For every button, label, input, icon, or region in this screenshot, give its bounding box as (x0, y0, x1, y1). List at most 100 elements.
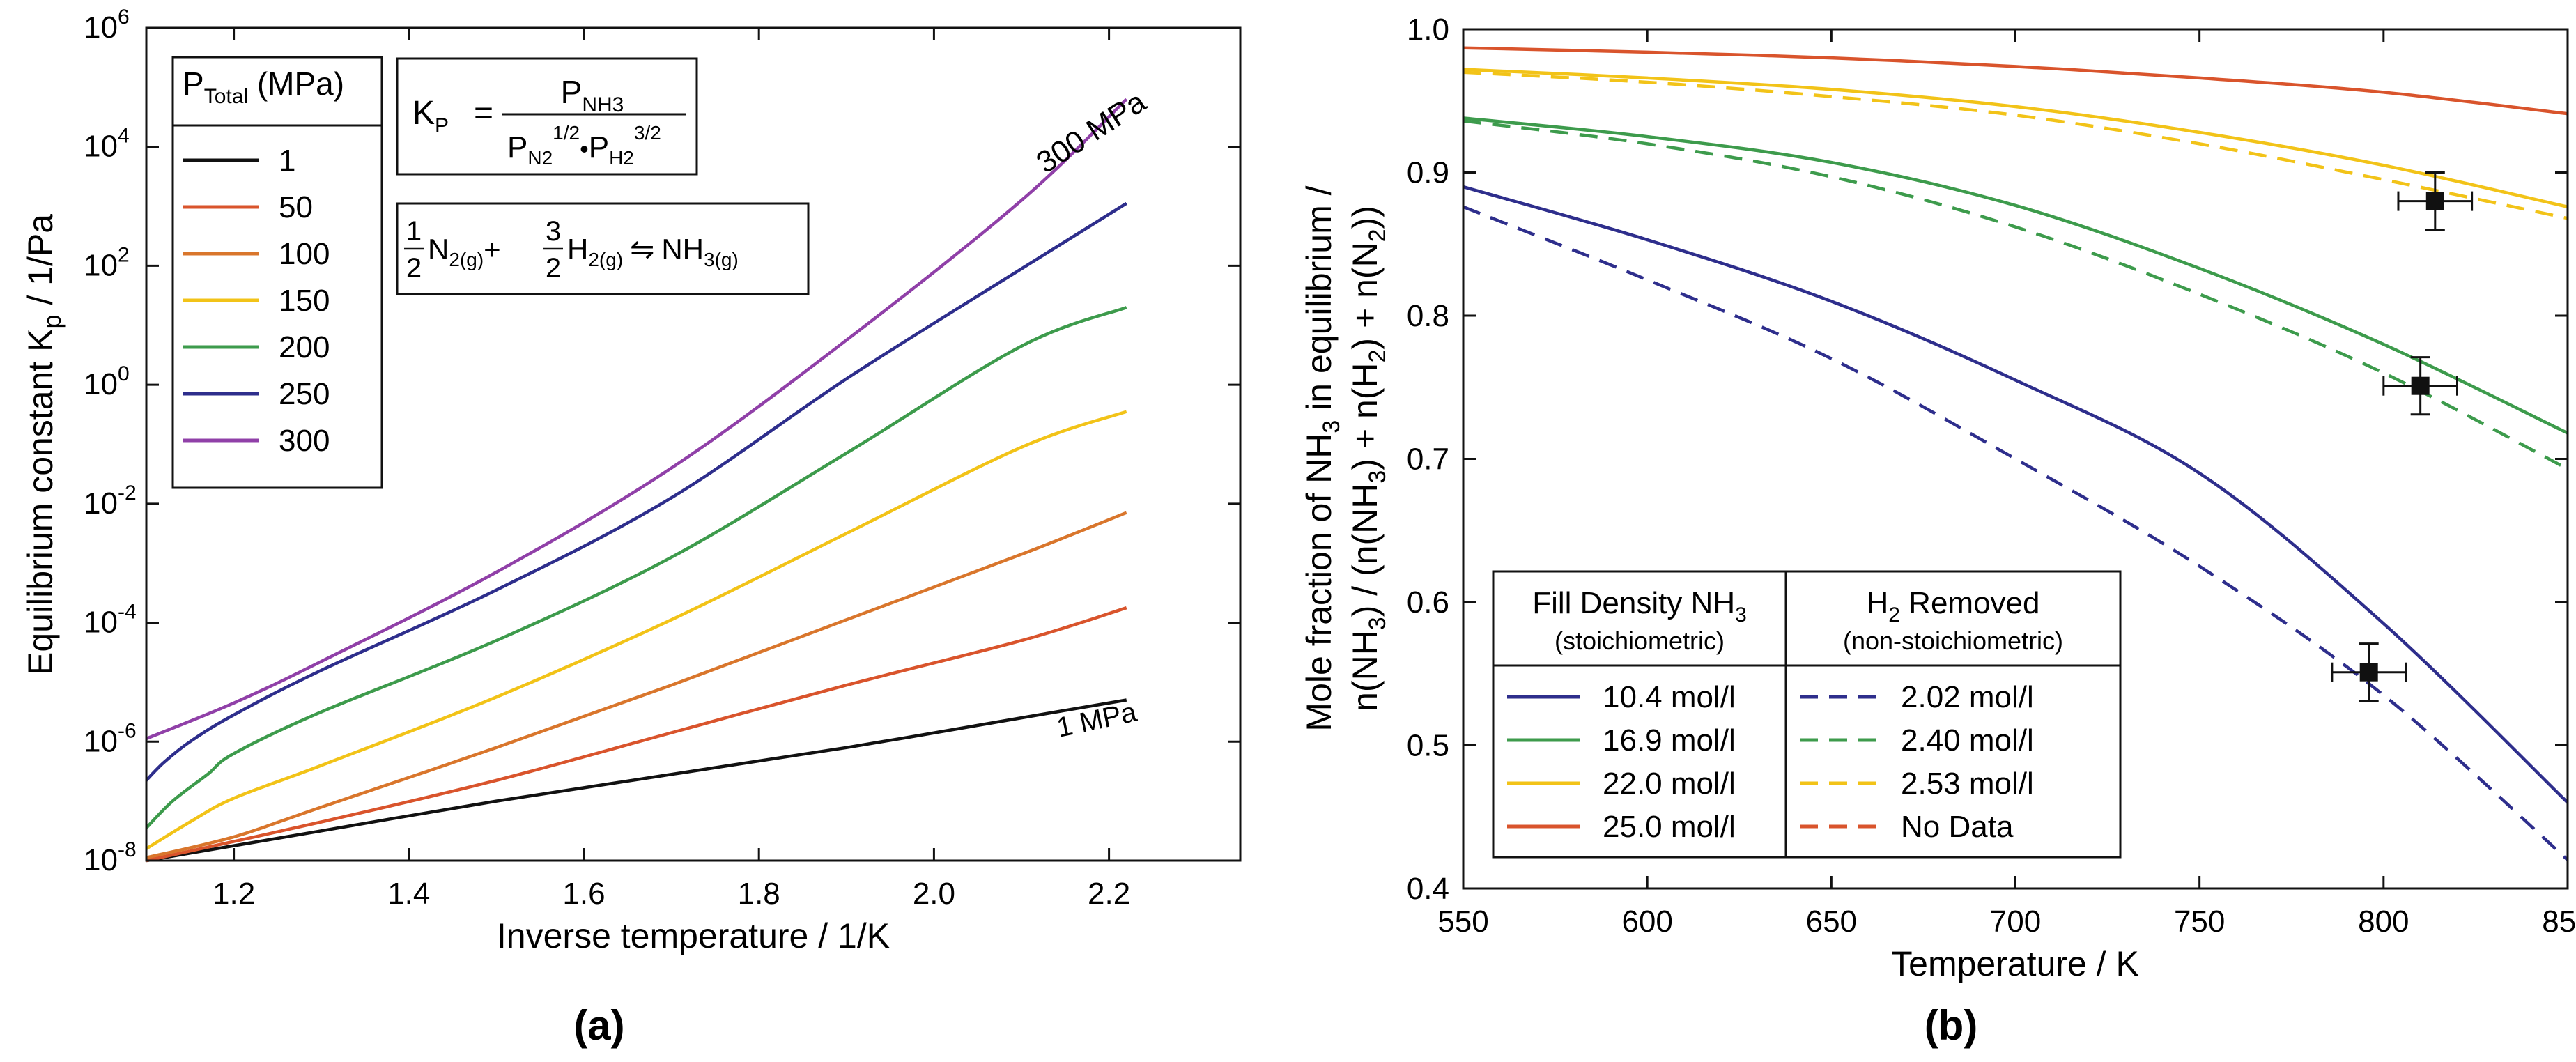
panel-b-y-axis-label-line2: n(NH3) / (n(NH3) + n(H2) + n(N2)) (1345, 206, 1391, 711)
reaction-equation: 1 2 N2(g)+ 3 2 H2(g) ⇋ NH3(g) (396, 202, 810, 295)
measurement-point (2397, 171, 2474, 231)
reaction-coef1-num: 1 (406, 216, 422, 247)
y-tick-label: 10-8 (84, 838, 137, 877)
y-tick-label: 102 (84, 243, 130, 282)
x-tick-label: 600 (1621, 905, 1672, 939)
legend-label-200: 200 (279, 330, 330, 364)
legend-label-150: 150 (279, 284, 330, 318)
reaction-coef1-den: 2 (406, 253, 422, 284)
y-tick-label: 104 (84, 125, 130, 164)
panel-b-legend-col1-title: Fill Density NH3 (1532, 586, 1747, 626)
y-tick-label: 10-6 (84, 719, 137, 758)
panel-a-x-ticks: 1.2 1.4 1.6 1.8 2.0 2.2 (213, 28, 1130, 911)
legend-label-1: 1 (279, 144, 295, 178)
legend-label-non-stoichiometric: 2.40 mol/l (1901, 723, 2034, 757)
kp-equation: KP = PNH3 PN21/2•PH23/2 (396, 57, 698, 176)
series-line-1-mpa (146, 698, 1127, 863)
y-tick-label: 10-2 (84, 482, 137, 521)
x-tick-label: 650 (1806, 905, 1857, 939)
series-line-2-53-mol-l-dashed (1463, 70, 2568, 220)
x-tick-label: 1.6 (562, 877, 605, 911)
panel-a-curves (145, 98, 1128, 863)
y-tick-label: 0.9 (1407, 156, 1449, 190)
panel-b-x-ticks: 550 600 650 700 750 800 850 (1437, 29, 2576, 939)
measurement-marker (2411, 376, 2430, 395)
kp-equals: = (474, 95, 493, 132)
series-line-200-mpa (145, 306, 1127, 829)
measurement-marker (2359, 663, 2378, 682)
legend-label-non-stoichiometric: No Data (1901, 810, 2014, 844)
panel-b-y-ticks: 0.4 0.5 0.6 0.7 0.8 0.9 1.0 (1407, 13, 2568, 906)
series-line-16-9-mol-l-solid (1463, 116, 2568, 435)
measurement-point (2331, 642, 2407, 702)
measurement-point (2382, 356, 2458, 416)
panel-b: 550 600 650 700 750 800 850 0.4 0.5 0.6 0.7 0.8 0.9… (1299, 13, 2576, 1049)
panel-b-legend-col2-title: H2 Removed (1866, 586, 2039, 626)
series-line-10-4-mol-l-solid (1463, 185, 2569, 804)
panel-b-legend-col2-subtitle: (non-stoichiometric) (1843, 626, 2063, 655)
x-tick-label: 850 (2542, 905, 2576, 939)
x-tick-label: 1.4 (387, 877, 430, 911)
panel-b-legend-entries: 10.4 mol/l 16.9 mol/l 22.0 mol/l 25.0 mol/l… (1507, 680, 2034, 844)
reaction-coef2-den: 2 (546, 253, 561, 284)
x-tick-label: 700 (1990, 905, 2041, 939)
panel-a-y-axis-label: Equilibrium constant Kp / 1/Pa (21, 214, 66, 675)
legend-label-stoichiometric: 16.9 mol/l (1603, 723, 1736, 757)
series-line-22-0-mol-l-solid (1463, 68, 2568, 208)
legend-label-stoichiometric: 25.0 mol/l (1603, 810, 1736, 844)
y-tick-label: 10-4 (84, 601, 137, 640)
y-tick-label: 0.6 (1407, 585, 1449, 620)
legend-label-non-stoichiometric: 2.02 mol/l (1901, 680, 2034, 714)
panel-a-y-ticks: 10-8 10-6 10-4 10-2 100 102 104 106 (84, 6, 1240, 877)
legend-label-stoichiometric: 10.4 mol/l (1603, 680, 1736, 714)
panel-b-legend: Fill Density NH3 (stoichiometric) H2 Rem… (1492, 570, 2122, 859)
legend-label-stoichiometric: 22.0 mol/l (1603, 767, 1736, 801)
panel-b-legend-col1-subtitle: (stoichiometric) (1555, 626, 1725, 655)
kp-equation-frame (396, 57, 698, 176)
series-line-250-mpa (145, 201, 1127, 782)
kp-numerator: PNH3 (561, 74, 624, 116)
x-tick-label: 1.8 (738, 877, 780, 911)
y-tick-label: 106 (84, 6, 130, 45)
series-line-50-mpa (146, 606, 1127, 863)
panel-a-legend-frame (171, 56, 383, 489)
series-line-25-0-mol-l-solid (1463, 46, 2568, 116)
x-tick-label: 750 (2174, 905, 2225, 939)
reaction-coef2-num: 3 (546, 216, 561, 247)
y-tick-label: 100 (84, 362, 130, 401)
legend-label-non-stoichiometric: 2.53 mol/l (1901, 767, 2034, 801)
x-tick-label: 2.2 (1088, 877, 1130, 911)
reaction-n2: N2(g)+ (428, 233, 501, 270)
y-tick-label: 1.0 (1407, 13, 1449, 47)
y-tick-label: 0.7 (1407, 442, 1449, 477)
x-tick-label: 1.2 (213, 877, 255, 911)
panel-b-measurements (2331, 171, 2474, 702)
legend-label-250: 250 (279, 377, 330, 411)
panel-a-label: (a) (573, 1002, 624, 1049)
y-tick-label: 0.5 (1407, 729, 1449, 763)
x-tick-label: 2.0 (913, 877, 955, 911)
panel-b-x-axis-label: Temperature / K (1891, 944, 2139, 983)
panel-b-label: (b) (1925, 1002, 1978, 1049)
reaction-equation-frame (396, 202, 810, 295)
series-line-150-mpa (145, 410, 1127, 850)
series-line-2-40-mol-l-dashed (1463, 119, 2569, 470)
y-tick-label: 0.4 (1407, 872, 1449, 906)
legend-label-50: 50 (279, 190, 313, 224)
series-line-100-mpa (146, 511, 1127, 859)
panel-b-curves (1463, 46, 2569, 861)
x-tick-label: 550 (1437, 905, 1488, 939)
x-tick-label: 800 (2358, 905, 2409, 939)
kp-denominator: PN21/2•PH23/2 (507, 122, 661, 169)
panel-a-x-axis-label: Inverse temperature / 1/K (497, 916, 890, 955)
y-tick-label: 0.8 (1407, 299, 1449, 333)
reaction-h2-nh3: H2(g) ⇋ NH3(g) (567, 233, 739, 270)
panel-a-plot-frame (145, 26, 1242, 862)
legend-label-300: 300 (279, 424, 330, 458)
annotation-300-mpa: 300 MPa (1031, 84, 1152, 180)
kp-lhs: KP (412, 95, 449, 137)
